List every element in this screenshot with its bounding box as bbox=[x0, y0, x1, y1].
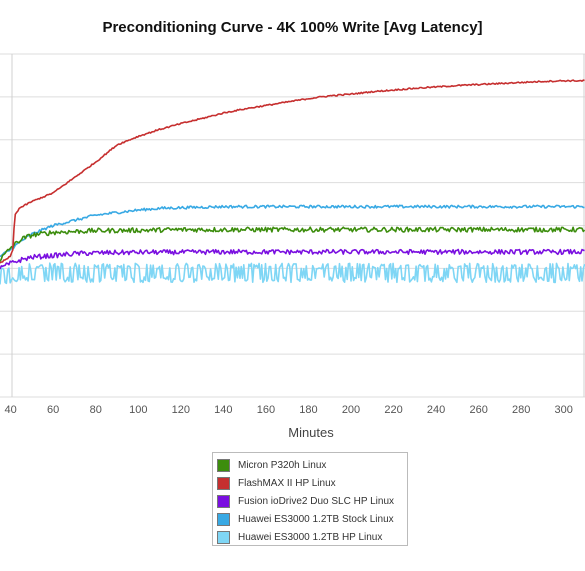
x-tick-label: 280 bbox=[512, 404, 530, 416]
legend-swatch bbox=[217, 494, 230, 508]
x-tick-label: 260 bbox=[469, 404, 487, 416]
legend-swatch bbox=[217, 512, 230, 526]
legend-item: Huawei ES3000 1.2TB Stock Linux bbox=[217, 510, 407, 528]
x-tick-label: 180 bbox=[299, 404, 317, 416]
legend-item: Huawei ES3000 1.2TB HP Linux bbox=[217, 528, 407, 546]
legend-swatch bbox=[217, 476, 230, 490]
x-tick-label: 200 bbox=[342, 404, 360, 416]
series-line-2 bbox=[0, 248, 585, 270]
x-tick-label: 40 bbox=[5, 404, 17, 416]
x-tick-label: 300 bbox=[555, 404, 573, 416]
legend-label: Huawei ES3000 1.2TB HP Linux bbox=[238, 531, 383, 543]
series-lines bbox=[0, 79, 585, 285]
chart-title: Preconditioning Curve - 4K 100% Write [A… bbox=[102, 19, 483, 36]
legend-label: FlashMAX II HP Linux bbox=[238, 477, 336, 489]
series-line-3 bbox=[0, 204, 585, 258]
x-tick-label: 140 bbox=[214, 404, 232, 416]
legend-item: Fusion ioDrive2 Duo SLC HP Linux bbox=[217, 492, 407, 510]
series-line-1 bbox=[0, 79, 585, 264]
legend-swatch bbox=[217, 458, 230, 472]
legend: Micron P320h Linux FlashMAX II HP Linux Fu… bbox=[212, 452, 408, 546]
x-tick-label: 120 bbox=[172, 404, 190, 416]
legend-item: FlashMAX II HP Linux bbox=[217, 474, 407, 492]
series-line-4 bbox=[0, 262, 585, 285]
legend-label: Huawei ES3000 1.2TB Stock Linux bbox=[238, 513, 394, 525]
x-tick-label: 100 bbox=[129, 404, 147, 416]
x-tick-labels: 40 60 80 100 120 140 160 180 200 220 240 260 280 300 bbox=[5, 404, 573, 416]
x-tick-label: 220 bbox=[384, 404, 402, 416]
x-tick-label: 60 bbox=[47, 404, 59, 416]
x-tick-label: 240 bbox=[427, 404, 445, 416]
x-axis-title: Minutes bbox=[288, 425, 334, 440]
legend-label: Micron P320h Linux bbox=[238, 459, 327, 471]
legend-item: Micron P320h Linux bbox=[217, 456, 407, 474]
x-tick-label: 160 bbox=[257, 404, 275, 416]
series-line-0 bbox=[0, 226, 585, 262]
legend-swatch bbox=[217, 530, 230, 544]
legend-label: Fusion ioDrive2 Duo SLC HP Linux bbox=[238, 495, 395, 507]
grid-lines bbox=[0, 53, 585, 398]
x-tick-label: 80 bbox=[90, 404, 102, 416]
